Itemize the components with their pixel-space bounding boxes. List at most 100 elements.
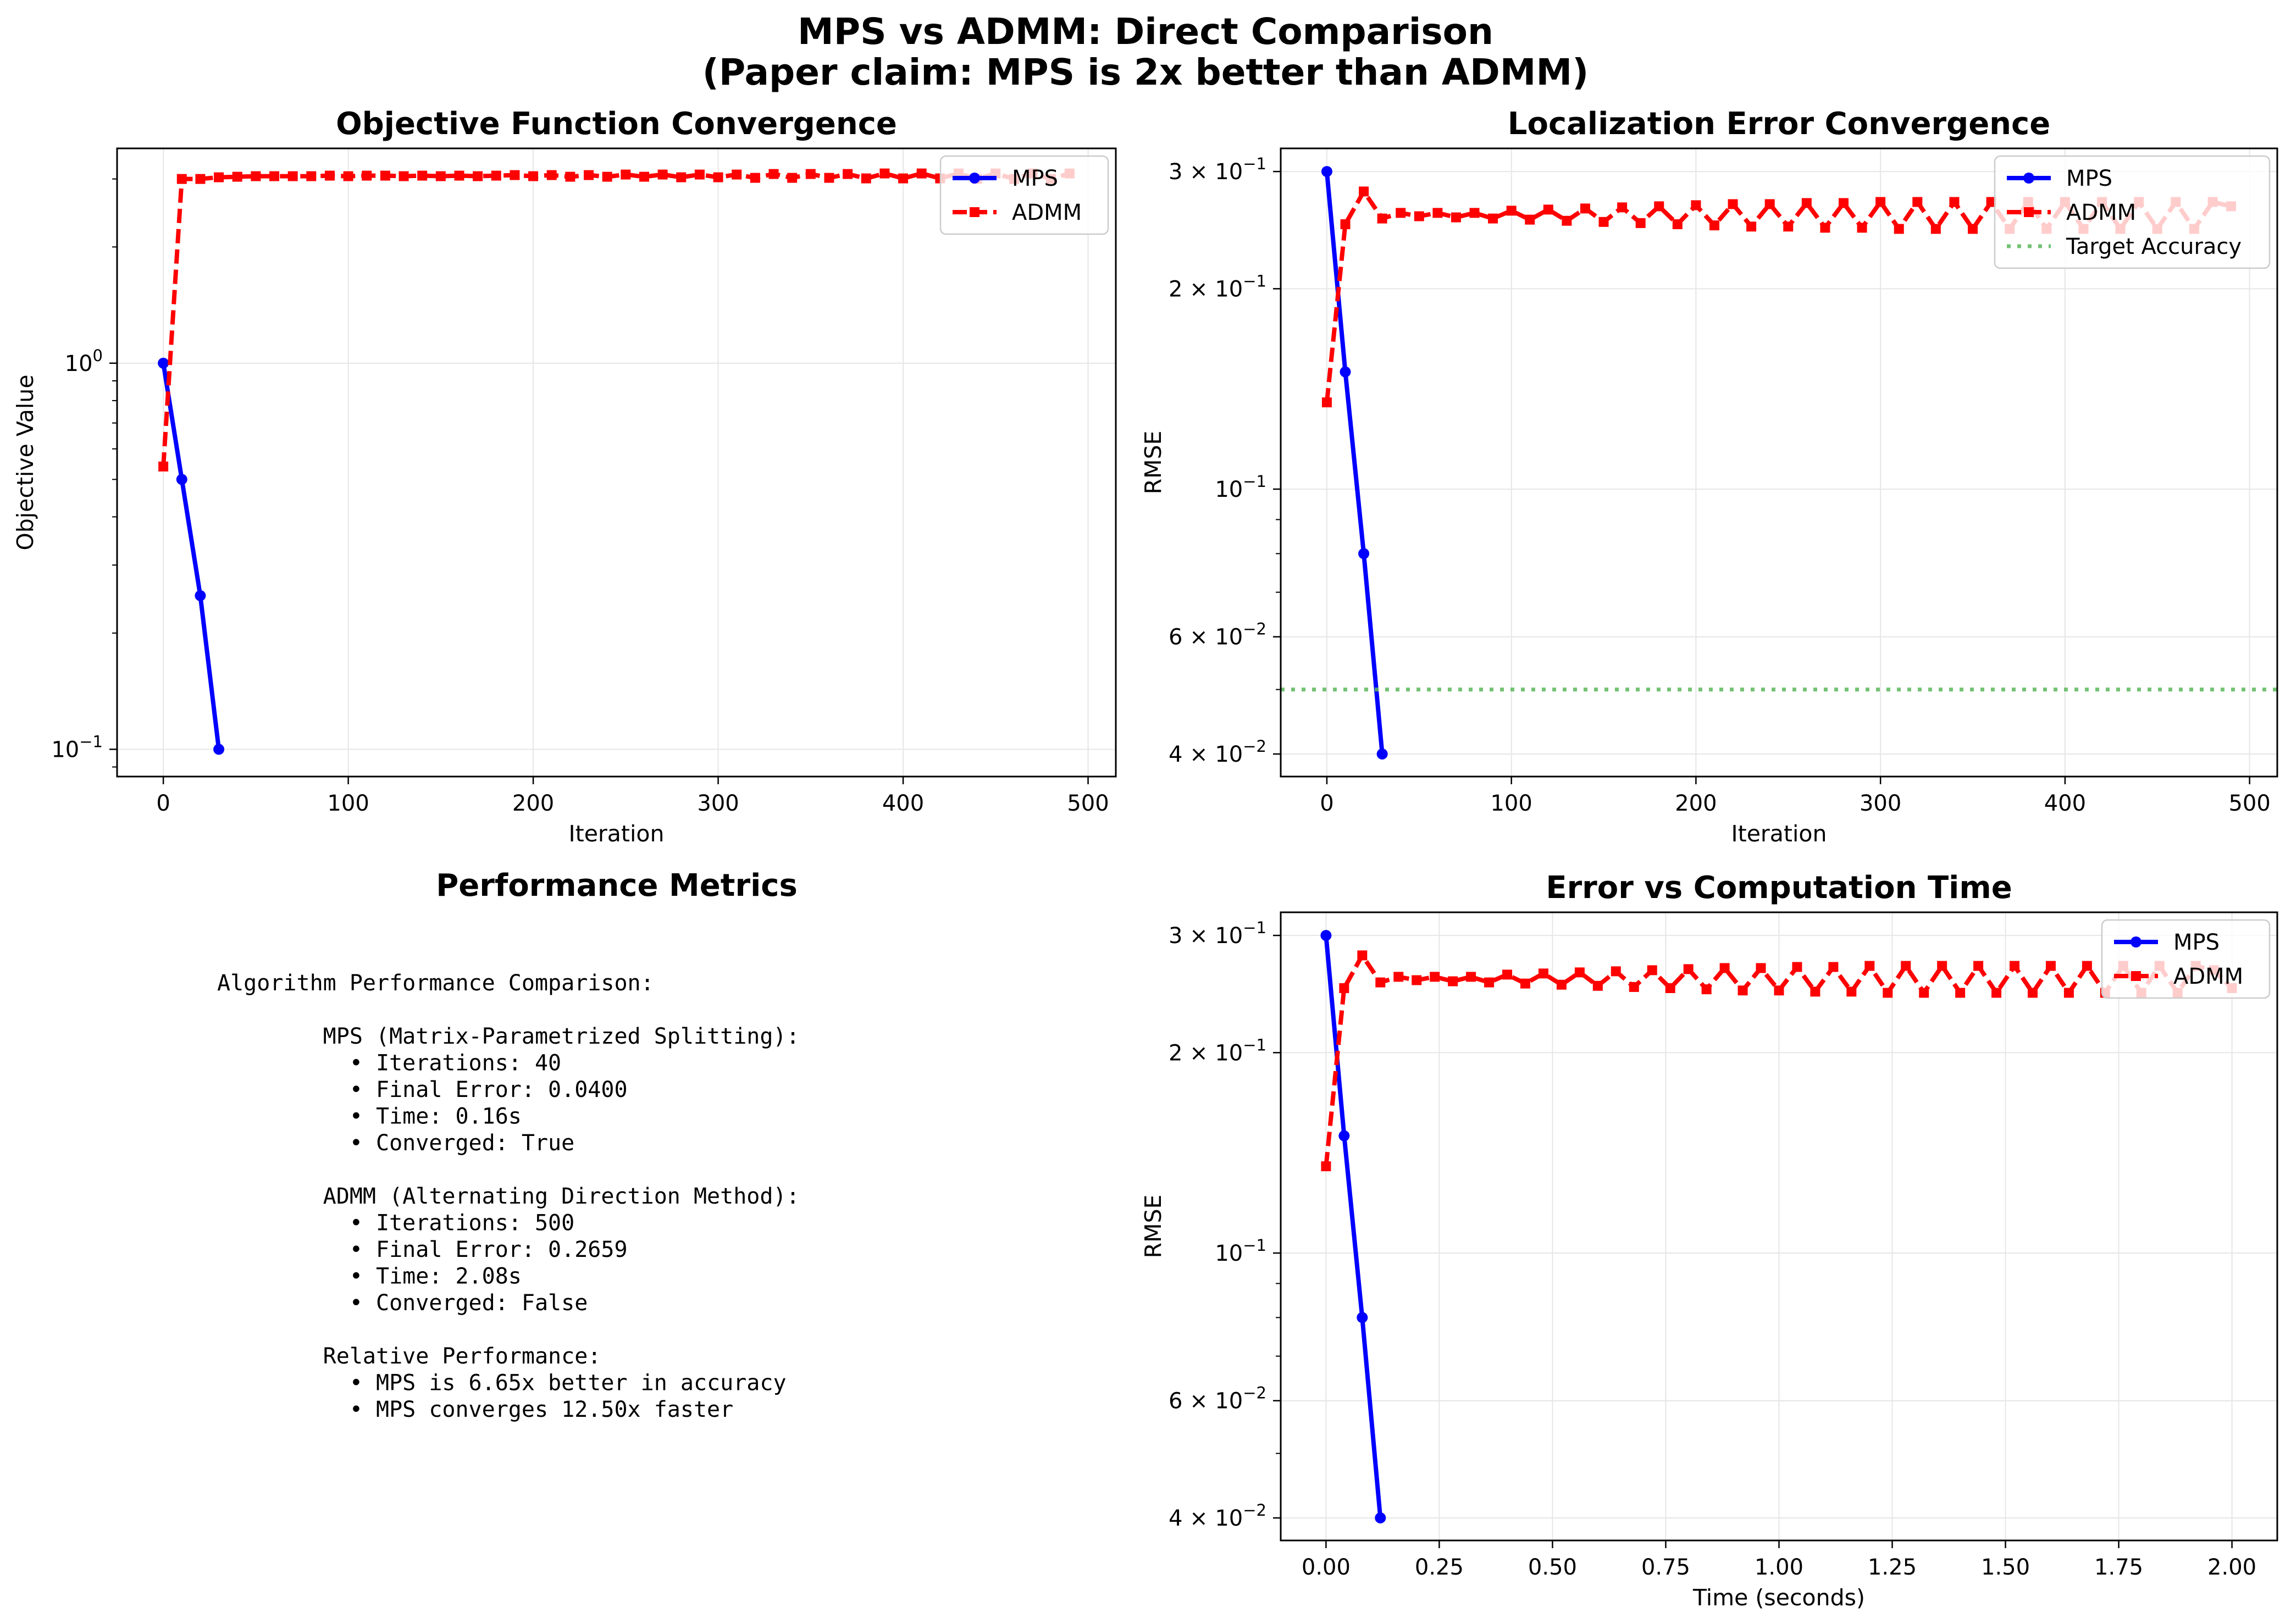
admm-point [1820,223,1830,233]
mps-point [158,357,169,369]
metrics-line: • MPS is 6.65x better in accuracy [217,1371,787,1396]
admm-point [750,173,760,183]
admm-point [1857,223,1867,233]
x-tick-label: 100 [1490,791,1532,816]
metrics-lines: Algorithm Performance Comparison: MPS (M… [217,971,800,1422]
admm-point [1466,972,1476,982]
y-tick-label: 10−1 [1215,472,1266,502]
admm-point [1321,1161,1331,1172]
y-tick-label: 2 × 10−1 [1169,1035,1266,1066]
admm-point [1839,198,1849,208]
admm-point [417,170,428,181]
admm-point [491,170,501,181]
metrics-line: • Time: 2.08s [217,1264,522,1289]
admm-point [1973,961,1984,971]
admm-point [861,173,871,184]
admm-point [916,168,927,179]
charts-layer: 0 100 200 300 400 500 10−1 100 Objective Functio… [12,106,2278,1611]
admm-point [510,170,520,180]
admm-point [676,172,687,182]
admm-point [1488,213,1498,224]
admm-point [1701,984,1712,995]
admm-point [528,171,539,181]
admm-point [1377,213,1387,224]
admm-point [1412,975,1422,985]
admm-point [380,170,390,181]
x-tick-label: 1.25 [1868,1555,1917,1580]
admm-point [232,171,242,182]
admm-point [1672,219,1683,230]
metrics-line: • MPS converges 12.50x faster [217,1397,733,1422]
admm-point [1430,972,1440,982]
admm-point [362,170,372,181]
admm-point [1340,219,1351,230]
admm-point [1756,963,1766,973]
admm-point [1617,202,1628,213]
admm-point [1580,203,1590,214]
y-tick-label: 100 [65,346,103,376]
admm-point [1937,961,1947,971]
mps-point [1358,548,1370,559]
x-tick-label: 1.75 [2094,1555,2143,1580]
admm-point [1556,979,1567,990]
legend: MPS ADMM Target Accuracy [1994,155,2271,269]
admm-point [1665,983,1675,994]
admm-point [1635,218,1646,228]
admm-point [1469,208,1480,218]
y-tick-label: 6 × 10−2 [1169,620,1266,650]
x-tick-label: 400 [882,791,924,816]
admm-point [768,169,779,179]
mps-series-line [161,363,222,750]
metrics-line: Algorithm Performance Comparison: [217,971,654,996]
admm-point [639,171,649,182]
admm-point [1912,197,1923,207]
admm-point [2045,961,2056,971]
x-tick-label: 0.50 [1528,1555,1577,1580]
y-axis-label: Objective Value [12,374,38,550]
admm-point [1538,968,1548,979]
metrics-line: • Final Error: 0.0400 [217,1077,628,1102]
metrics-line: Relative Performance: [217,1344,601,1369]
chart-title: Localization Error Convergence [1508,106,2050,142]
admm-point [1764,199,1775,209]
legend-marker-mps [2130,936,2141,947]
x-tick-label: 2.00 [2207,1555,2256,1580]
mps-point [176,474,187,485]
x-tick-label: 100 [327,791,369,816]
metrics-line: • Converged: False [217,1290,588,1316]
admm-point [1393,972,1404,982]
legend-marker-admm [2131,971,2141,981]
admm-point [1737,985,1748,996]
y-tick-label: 4 × 10−2 [1169,737,1266,767]
admm-point [1728,199,1738,209]
admm-point [1647,965,1657,975]
admm-point [1709,220,1719,231]
y-tick-label: 2 × 10−1 [1169,271,1266,302]
admm-point [1506,206,1517,216]
admm-point [2010,961,2020,971]
admm-series-line [161,171,1071,467]
admm-point [1484,977,1495,988]
admm-point [306,171,317,181]
chart-3: 0.00 0.25 0.50 0.75 1.00 1.25 1.50 1.75 2.00 4 × … [1140,870,2278,1611]
plot-area [158,168,1075,755]
admm-point [694,169,705,180]
chart-title: Error vs Computation Time [1546,870,2012,906]
admm-point [1654,201,1664,212]
admm-point [1598,217,1609,227]
x-tick-label: 0.75 [1641,1555,1690,1580]
chart-1: 0 100 200 300 400 500 10−1 100 Objective Functio… [12,106,1117,847]
admm-point [1629,982,1639,992]
admm-point [1432,208,1443,218]
admm-point [1864,961,1875,971]
y-tick-label: 3 × 10−1 [1169,918,1266,949]
admm-point [251,171,261,181]
figure-suptitle-line1: MPS vs ADMM: Direct Comparison [798,10,1493,53]
admm-point [343,171,353,181]
mps-series-line [1324,171,1385,755]
admm-point [287,171,298,181]
admm-point [1359,186,1369,197]
admm-point [1986,197,1996,207]
admm-point [1574,967,1585,978]
legend-marker-admm [2024,207,2034,217]
